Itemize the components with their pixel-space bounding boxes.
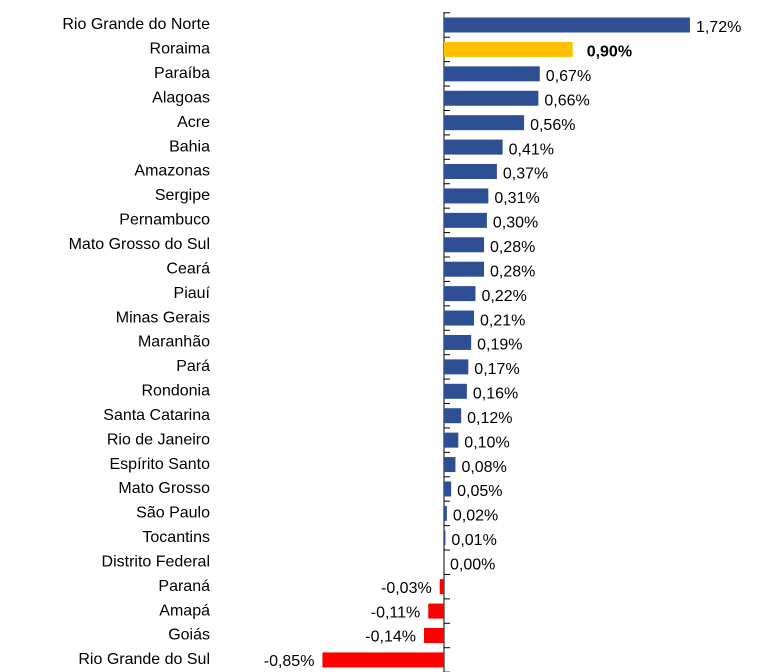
bar [439, 579, 444, 595]
bar [444, 261, 485, 277]
bar [444, 90, 539, 106]
category-label: Ceará [166, 260, 210, 277]
category-label: Amazonas [134, 163, 210, 180]
category-label: Santa Catarina [103, 407, 210, 424]
value-label: 1,72% [696, 19, 741, 36]
category-label: Distrito Federal [102, 553, 210, 570]
value-label: 0,19% [477, 337, 522, 354]
bar [444, 66, 540, 82]
value-label: 0,10% [464, 434, 509, 451]
bar [444, 334, 472, 350]
bar [444, 408, 462, 424]
value-label: 0,90% [587, 44, 632, 61]
bar [444, 383, 467, 399]
category-label: Rio de Janeiro [107, 431, 210, 448]
bar [444, 164, 497, 180]
value-label: 0,66% [544, 92, 589, 109]
category-label: Sergipe [155, 187, 210, 204]
value-label: 0,16% [473, 386, 518, 403]
category-label: Espírito Santo [110, 456, 211, 473]
value-label: -0,11% [371, 604, 421, 621]
value-label: 0,28% [490, 263, 535, 280]
category-label: Paraíba [154, 65, 210, 82]
category-label: Rondonia [142, 383, 211, 400]
category-label: São Paulo [136, 505, 210, 522]
category-label: Roraima [150, 41, 211, 58]
bar [444, 457, 456, 473]
category-label: Maranhão [138, 334, 210, 351]
value-label: 0,22% [481, 288, 526, 305]
value-label: 0,67% [546, 68, 591, 85]
category-label: Piauí [174, 285, 211, 302]
category-label: Goiás [168, 627, 210, 644]
category-label: Alagoas [152, 89, 210, 106]
value-label: 0,37% [503, 166, 548, 183]
value-label: 0,12% [467, 410, 512, 427]
bar [444, 115, 525, 131]
value-label: -0,85% [264, 653, 315, 670]
category-label: Pará [176, 358, 210, 375]
category-label: Tocantins [142, 529, 210, 546]
value-label: 0,08% [461, 459, 506, 476]
category-label: Minas Gerais [116, 309, 210, 326]
value-label: 0,17% [474, 361, 519, 378]
value-label: 0,31% [494, 190, 539, 207]
bar [444, 432, 459, 448]
bar [444, 188, 489, 204]
category-label: Acre [177, 114, 210, 131]
bar [423, 628, 444, 643]
category-label: Rio Grande do Norte [62, 16, 210, 33]
bar [444, 17, 690, 33]
category-label: Mato Grosso [118, 480, 210, 497]
value-label: -0,03% [381, 580, 432, 597]
category-label: Pernambuco [119, 212, 210, 229]
bar [444, 41, 573, 57]
value-label: 0,41% [509, 141, 554, 158]
category-label: Mato Grosso do Sul [69, 236, 210, 253]
category-label: Bahia [169, 138, 210, 155]
bar [444, 212, 487, 228]
bar [444, 310, 475, 326]
bar [444, 237, 485, 253]
value-label: 0,21% [480, 312, 525, 329]
value-label: 0,30% [493, 215, 538, 232]
bar [444, 505, 447, 521]
bar [444, 359, 469, 375]
bar [428, 603, 444, 619]
value-label: -0,14% [365, 629, 416, 646]
bar [322, 652, 444, 668]
category-label: Amapá [159, 602, 210, 619]
bar [444, 530, 446, 546]
value-label: 0,05% [457, 483, 502, 500]
value-label: 0,00% [450, 556, 495, 573]
value-label: 0,56% [530, 117, 575, 134]
value-label: 0,01% [451, 532, 496, 549]
bar [444, 139, 503, 155]
bar [444, 286, 476, 302]
value-label: 0,02% [453, 508, 498, 525]
value-label: 0,28% [490, 239, 535, 256]
bar [444, 481, 452, 497]
category-label: Rio Grande do Sul [78, 651, 210, 668]
category-label: Paraná [158, 578, 210, 595]
